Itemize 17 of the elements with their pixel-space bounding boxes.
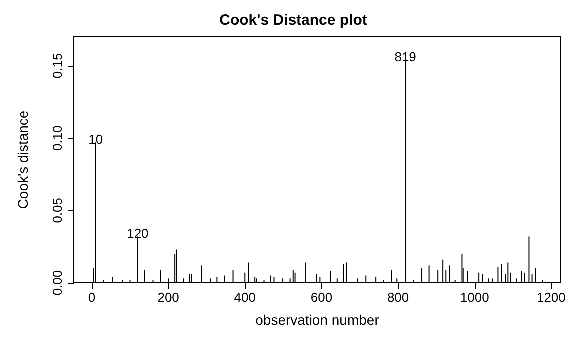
y-tick-label: 0.05 (50, 198, 65, 224)
x-tick-label: 0 (88, 290, 96, 305)
annotation: 120 (127, 226, 149, 242)
y-tick-label: 0.15 (50, 53, 65, 79)
chart-title: Cook's Distance plot (220, 12, 368, 29)
x-tick-label: 200 (158, 290, 180, 305)
y-axis-title: Cook's distance (15, 110, 31, 210)
y-tick-label: 0.00 (50, 270, 65, 296)
x-tick-label: 1200 (536, 290, 566, 305)
x-axis-title: observation number (256, 312, 380, 328)
x-tick-label: 600 (310, 290, 333, 305)
annotation: 10 (88, 132, 104, 148)
x-tick-label: 400 (234, 290, 256, 305)
x-tick-label: 800 (387, 290, 410, 305)
x-tick-label: 1000 (460, 290, 490, 305)
y-tick-label: 0.10 (50, 126, 65, 151)
annotation: 819 (394, 50, 416, 65)
